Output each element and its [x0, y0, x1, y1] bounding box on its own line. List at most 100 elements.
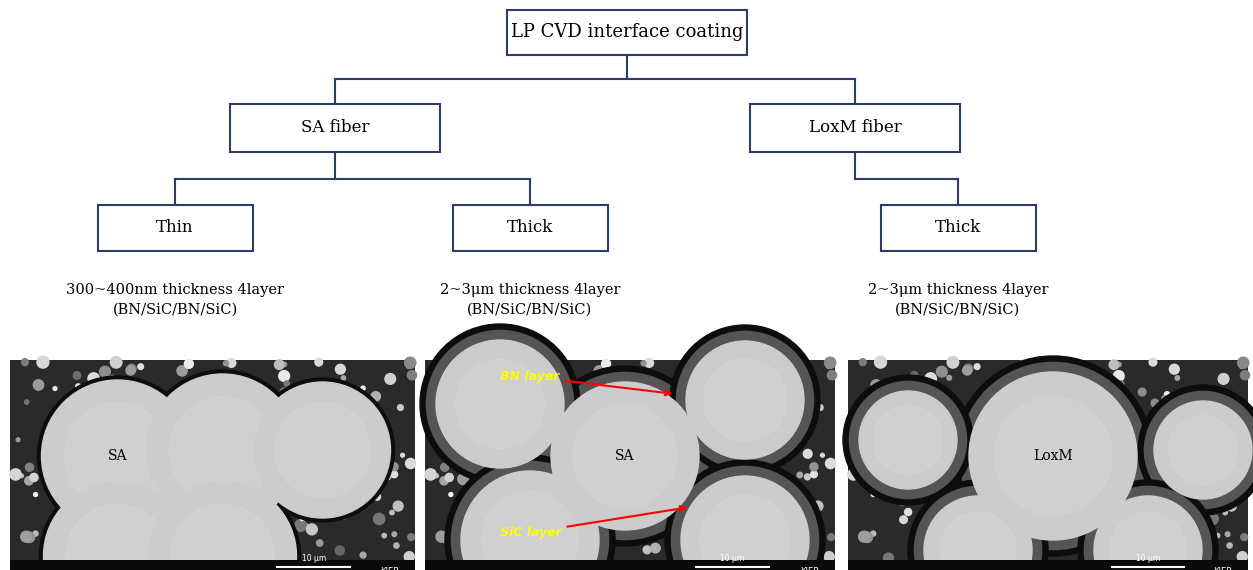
Circle shape: [871, 380, 881, 390]
Circle shape: [317, 540, 323, 546]
Circle shape: [1078, 480, 1218, 570]
Circle shape: [1029, 410, 1035, 416]
Circle shape: [935, 499, 941, 506]
Circle shape: [715, 418, 720, 424]
Circle shape: [1218, 474, 1224, 480]
Circle shape: [96, 534, 105, 543]
Circle shape: [674, 379, 679, 383]
Circle shape: [322, 406, 326, 410]
Circle shape: [1124, 524, 1129, 530]
Circle shape: [652, 422, 663, 433]
Circle shape: [723, 388, 730, 396]
Circle shape: [1207, 514, 1218, 524]
Text: 2~3μm thickness 4layer
(BN/SiC/BN/SiC): 2~3μm thickness 4layer (BN/SiC/BN/SiC): [440, 283, 620, 316]
Circle shape: [947, 534, 952, 539]
Circle shape: [1149, 358, 1157, 366]
Circle shape: [704, 470, 714, 479]
Circle shape: [442, 532, 446, 536]
Circle shape: [1079, 424, 1084, 429]
Circle shape: [630, 450, 637, 457]
Circle shape: [114, 536, 120, 541]
Circle shape: [33, 531, 38, 536]
Circle shape: [960, 363, 1146, 549]
Circle shape: [867, 474, 876, 482]
Circle shape: [1120, 470, 1130, 479]
Circle shape: [193, 410, 199, 416]
Circle shape: [783, 482, 788, 487]
Circle shape: [935, 467, 938, 470]
Circle shape: [516, 367, 526, 377]
Circle shape: [140, 538, 150, 548]
Circle shape: [759, 510, 768, 519]
Circle shape: [568, 416, 576, 425]
Circle shape: [205, 465, 217, 476]
Circle shape: [754, 364, 764, 374]
Circle shape: [25, 477, 33, 485]
Circle shape: [514, 538, 521, 545]
Circle shape: [969, 372, 1136, 540]
Circle shape: [1238, 458, 1249, 469]
Circle shape: [969, 514, 977, 522]
Circle shape: [449, 531, 454, 536]
Circle shape: [68, 508, 74, 515]
Circle shape: [212, 396, 219, 404]
Circle shape: [1197, 482, 1203, 487]
Circle shape: [749, 446, 761, 457]
Circle shape: [390, 510, 395, 515]
Circle shape: [128, 488, 134, 494]
Circle shape: [748, 438, 757, 447]
Circle shape: [584, 495, 589, 499]
Circle shape: [75, 384, 81, 389]
Circle shape: [827, 364, 831, 369]
Circle shape: [873, 406, 942, 474]
Circle shape: [739, 462, 747, 470]
Circle shape: [680, 476, 809, 570]
Circle shape: [862, 477, 871, 485]
Circle shape: [304, 524, 308, 528]
Circle shape: [512, 534, 521, 543]
Circle shape: [64, 403, 170, 509]
Circle shape: [451, 461, 609, 570]
Circle shape: [915, 486, 1041, 570]
Circle shape: [1019, 401, 1022, 405]
Circle shape: [786, 494, 789, 496]
FancyBboxPatch shape: [507, 10, 747, 55]
Circle shape: [936, 367, 947, 377]
Circle shape: [348, 425, 356, 432]
Circle shape: [494, 445, 502, 454]
Circle shape: [698, 388, 709, 398]
Circle shape: [533, 496, 539, 503]
Circle shape: [325, 500, 335, 510]
Circle shape: [645, 359, 654, 367]
Circle shape: [954, 496, 960, 503]
Circle shape: [363, 406, 370, 413]
Circle shape: [506, 452, 509, 455]
Circle shape: [703, 381, 708, 386]
Circle shape: [299, 405, 304, 410]
Circle shape: [719, 413, 725, 420]
Circle shape: [768, 425, 776, 432]
Circle shape: [1169, 416, 1237, 484]
Circle shape: [802, 534, 806, 538]
Circle shape: [843, 375, 974, 505]
Circle shape: [913, 384, 918, 389]
Circle shape: [860, 359, 866, 365]
Circle shape: [635, 524, 639, 528]
Bar: [10, 360, 415, 560]
Circle shape: [184, 359, 193, 368]
Circle shape: [64, 397, 68, 400]
Circle shape: [103, 519, 107, 523]
Circle shape: [1119, 381, 1124, 386]
Circle shape: [848, 469, 860, 480]
Circle shape: [673, 418, 677, 422]
Circle shape: [138, 364, 144, 369]
Circle shape: [98, 538, 105, 545]
Circle shape: [601, 359, 610, 368]
Circle shape: [670, 325, 819, 475]
Circle shape: [1084, 486, 1212, 570]
Circle shape: [883, 553, 893, 563]
Circle shape: [301, 413, 307, 420]
Circle shape: [370, 447, 375, 452]
Circle shape: [660, 425, 672, 436]
Circle shape: [804, 373, 816, 384]
